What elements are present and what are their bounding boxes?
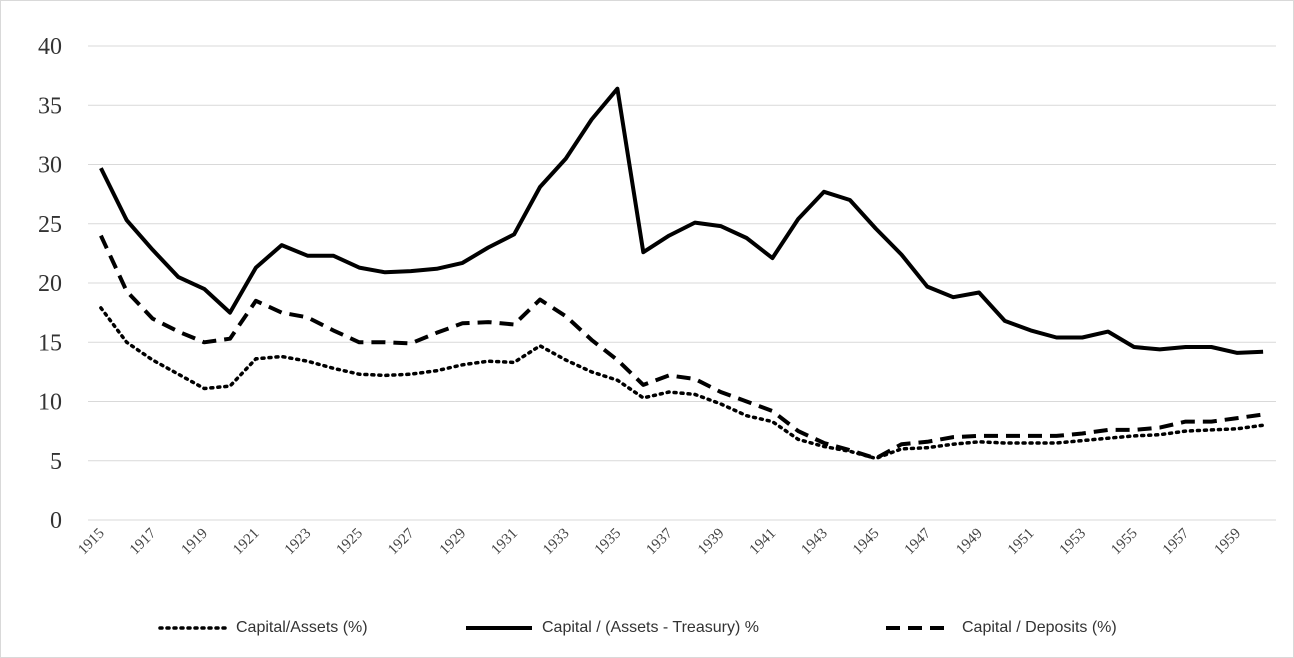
y-tick-label: 20 bbox=[38, 271, 62, 297]
y-tick-label: 10 bbox=[38, 390, 62, 416]
series-line bbox=[99, 86, 1264, 355]
series-line bbox=[99, 306, 1265, 461]
legend-label: Capital/Assets (%) bbox=[236, 619, 368, 636]
y-tick-label: 25 bbox=[38, 212, 62, 238]
y-tick-label: 0 bbox=[50, 508, 62, 534]
y-tick-label: 30 bbox=[38, 153, 62, 179]
legend-label: Capital / (Assets - Treasury) % bbox=[542, 619, 759, 636]
y-tick-label: 15 bbox=[38, 330, 62, 356]
series-line bbox=[99, 234, 1264, 461]
legend-label: Capital / Deposits (%) bbox=[962, 619, 1117, 636]
y-tick-label: 5 bbox=[50, 449, 62, 475]
y-tick-label: 35 bbox=[38, 93, 62, 119]
y-tick-label: 40 bbox=[38, 34, 62, 60]
